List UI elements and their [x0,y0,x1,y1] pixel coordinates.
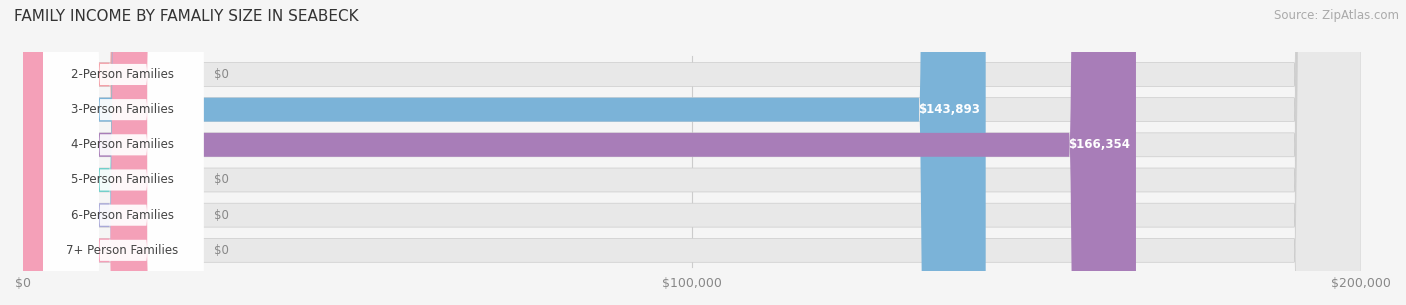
FancyBboxPatch shape [22,0,986,305]
Text: 3-Person Families: 3-Person Families [70,103,173,116]
FancyBboxPatch shape [44,0,204,305]
FancyBboxPatch shape [44,0,204,305]
Text: $143,893: $143,893 [918,103,980,116]
Text: $166,354: $166,354 [1069,138,1130,151]
Text: $0: $0 [214,209,229,222]
Text: 7+ Person Families: 7+ Person Families [66,244,179,257]
FancyBboxPatch shape [44,0,204,305]
FancyBboxPatch shape [22,0,176,305]
FancyBboxPatch shape [22,0,1361,305]
FancyBboxPatch shape [22,0,1361,305]
Text: $0: $0 [214,68,229,81]
FancyBboxPatch shape [44,0,204,305]
FancyBboxPatch shape [22,0,176,305]
FancyBboxPatch shape [22,0,1136,305]
FancyBboxPatch shape [22,0,1361,305]
FancyBboxPatch shape [22,0,1361,305]
FancyBboxPatch shape [22,0,176,305]
FancyBboxPatch shape [22,0,1361,305]
Text: 5-Person Families: 5-Person Families [70,174,173,186]
FancyBboxPatch shape [22,0,176,305]
Text: $0: $0 [214,174,229,186]
Text: 4-Person Families: 4-Person Families [70,138,174,151]
Text: Source: ZipAtlas.com: Source: ZipAtlas.com [1274,9,1399,22]
Text: 2-Person Families: 2-Person Families [70,68,174,81]
Text: $0: $0 [214,244,229,257]
FancyBboxPatch shape [44,0,204,305]
FancyBboxPatch shape [44,0,204,305]
FancyBboxPatch shape [22,0,1361,305]
Text: FAMILY INCOME BY FAMALIY SIZE IN SEABECK: FAMILY INCOME BY FAMALIY SIZE IN SEABECK [14,9,359,24]
Text: 6-Person Families: 6-Person Families [70,209,174,222]
